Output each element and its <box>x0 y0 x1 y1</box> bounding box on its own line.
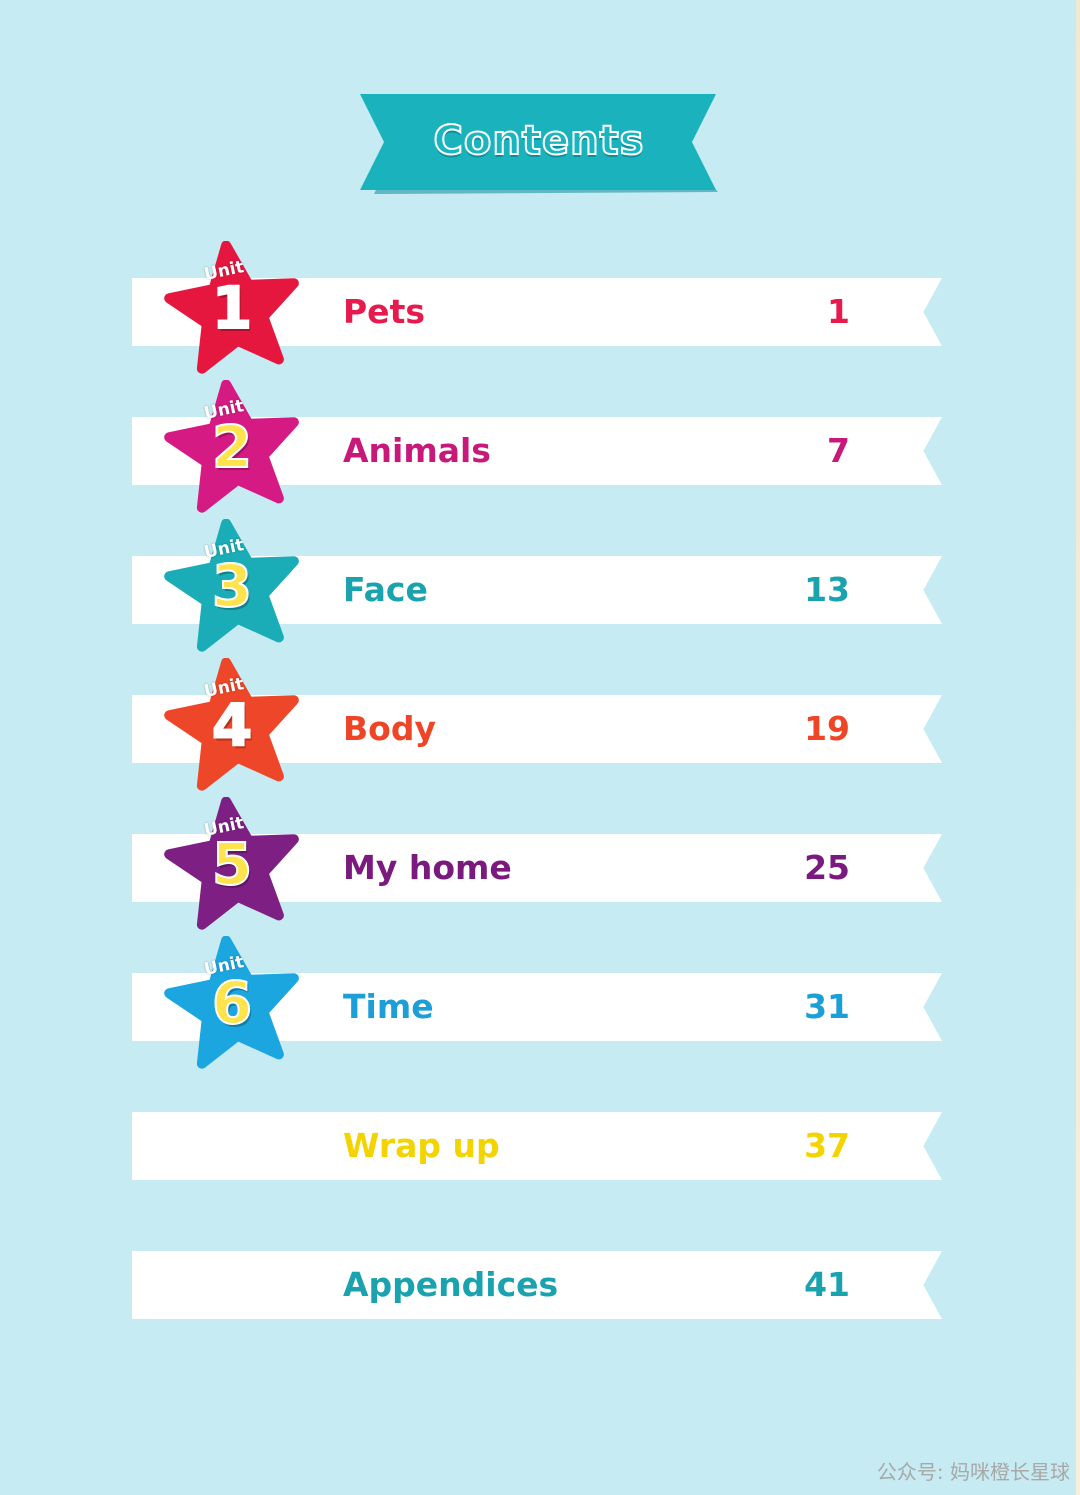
unit-star-badge: Unit 3 <box>164 519 304 653</box>
toc-row[interactable]: Pets 1 Unit 1 <box>132 241 942 374</box>
star-icon <box>164 936 299 1069</box>
unit-number: 4 <box>211 691 253 759</box>
toc-title: Appendices <box>343 1265 559 1304</box>
star-icon <box>164 380 299 513</box>
toc-title: Face <box>343 570 428 609</box>
toc-page-number: 37 <box>804 1126 850 1165</box>
unit-star-badge: Unit 1 <box>164 241 304 375</box>
toc-title: Wrap up <box>343 1126 500 1165</box>
toc-page-number: 1 <box>827 292 850 331</box>
unit-number: 5 <box>211 830 253 898</box>
toc-page-number: 19 <box>804 709 850 748</box>
star-icon <box>164 797 299 930</box>
toc-row[interactable]: Time 31 Unit 6 <box>132 936 942 1069</box>
unit-star-badge: Unit 2 <box>164 380 304 514</box>
watermark: 公众号: 妈咪橙长星球 <box>876 1460 1070 1484</box>
page-edge <box>1076 0 1080 1495</box>
unit-number: 2 <box>211 413 253 481</box>
toc-row[interactable]: My home 25 Unit 5 <box>132 797 942 930</box>
star-icon <box>164 519 299 652</box>
star-icon <box>164 241 299 374</box>
toc-page-number: 25 <box>804 848 850 887</box>
toc-title: Animals <box>343 431 491 470</box>
ribbon-background <box>132 1112 942 1180</box>
toc-title: My home <box>343 848 512 887</box>
toc-row[interactable]: Face 13 Unit 3 <box>132 519 942 652</box>
toc-title: Pets <box>343 292 425 331</box>
toc-row[interactable]: Appendices 41 <box>132 1251 942 1319</box>
unit-star-badge: Unit 6 <box>164 936 304 1070</box>
toc-title: Time <box>343 987 434 1026</box>
ribbon-background <box>132 1251 942 1319</box>
toc-page-number: 7 <box>827 431 850 470</box>
toc-page-number: 13 <box>804 570 850 609</box>
star-icon <box>164 658 299 791</box>
toc-row[interactable]: Animals 7 Unit 2 <box>132 380 942 513</box>
unit-number: 3 <box>211 552 253 620</box>
banner-ribbon-shape <box>360 94 718 194</box>
unit-star-badge: Unit 5 <box>164 797 304 931</box>
toc-row[interactable]: Wrap up 37 <box>132 1112 942 1180</box>
toc-row[interactable]: Body 19 Unit 4 <box>132 658 942 791</box>
unit-star-badge: Unit 4 <box>164 658 304 792</box>
page-title: Contents <box>433 117 645 165</box>
unit-number: 6 <box>211 969 253 1037</box>
toc-title: Body <box>343 709 436 748</box>
contents-banner: Contents <box>358 92 720 196</box>
unit-number: 1 <box>211 274 253 342</box>
toc-page-number: 41 <box>804 1265 850 1304</box>
toc-page-number: 31 <box>804 987 850 1026</box>
